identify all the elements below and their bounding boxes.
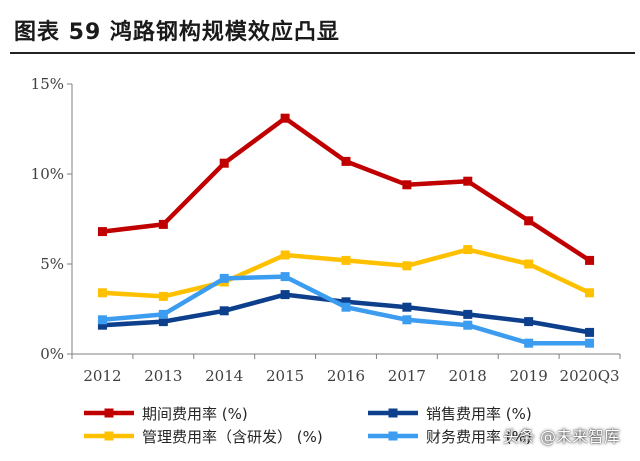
x-tick-label: 2015 <box>266 367 304 385</box>
data-point <box>158 317 168 327</box>
legend-label: 期间费用率 (%) <box>142 405 248 423</box>
legend-item: 期间费用率 (%) <box>84 405 248 423</box>
data-point <box>402 261 412 271</box>
legend-item: 财务费用率 (%) <box>368 428 532 446</box>
data-point <box>585 338 595 348</box>
series-line <box>100 115 592 263</box>
data-point <box>402 302 412 312</box>
data-point <box>158 309 168 319</box>
x-tick-label: 2013 <box>144 367 182 385</box>
data-point <box>280 250 290 260</box>
x-tick-label: 2019 <box>510 367 548 385</box>
x-tick-label: 2018 <box>449 367 487 385</box>
data-point <box>280 290 290 300</box>
data-point <box>524 216 534 226</box>
series-4 <box>97 272 595 348</box>
data-point <box>219 273 229 283</box>
x-tick-label: 2012 <box>83 367 121 385</box>
data-point <box>158 291 168 301</box>
data-point <box>97 315 107 325</box>
data-point <box>341 156 351 166</box>
legend-label: 管理费用率（含研发） (%) <box>142 428 323 446</box>
x-tick-label: 2016 <box>327 367 365 385</box>
data-point <box>463 176 473 186</box>
title-divider <box>10 52 635 54</box>
legend-label: 销售费用率 (%) <box>426 405 532 423</box>
legend-item: 管理费用率（含研发） (%) <box>84 428 323 446</box>
data-point <box>219 306 229 316</box>
series-3 <box>97 245 595 301</box>
data-point <box>524 317 534 327</box>
data-point <box>463 245 473 255</box>
data-point <box>158 219 168 229</box>
watermark: 头条 @未来智库 <box>502 427 620 446</box>
x-tick-label: 2014 <box>205 367 243 385</box>
data-point <box>585 327 595 337</box>
legend-item: 销售费用率 (%) <box>368 405 532 423</box>
y-tick-label: 15% <box>31 75 64 93</box>
series-2 <box>97 290 595 337</box>
legend-swatch-marker <box>388 408 398 418</box>
series-1 <box>97 113 595 265</box>
data-point <box>97 320 107 330</box>
figure-title: 图表 59 鸿路钢构规模效应凸显 <box>14 20 340 45</box>
legend-swatch-marker <box>104 431 114 441</box>
y-tick-label: 0% <box>40 345 64 363</box>
data-point <box>463 309 473 319</box>
y-tick-label: 10% <box>31 165 64 183</box>
data-point <box>219 158 229 168</box>
data-point <box>280 113 290 123</box>
legend-swatch-marker <box>388 431 398 441</box>
data-point <box>463 320 473 330</box>
data-point <box>97 227 107 237</box>
legend-swatch-marker <box>104 408 114 418</box>
x-tick-label: 2020Q3 <box>560 367 620 385</box>
legend-label: 财务费用率 (%) <box>426 428 532 446</box>
x-tick-label: 2017 <box>388 367 426 385</box>
data-point <box>585 288 595 298</box>
figure-header: 图表 59 鸿路钢构规模效应凸显 <box>0 0 640 58</box>
data-point <box>97 288 107 298</box>
data-point <box>341 255 351 265</box>
data-point <box>402 180 412 190</box>
data-point <box>341 297 351 307</box>
data-point <box>402 315 412 325</box>
y-tick-label: 5% <box>40 255 64 273</box>
data-point <box>280 272 290 282</box>
data-point <box>524 259 534 269</box>
data-point <box>524 338 534 348</box>
data-point <box>585 255 595 265</box>
data-point <box>341 302 351 312</box>
